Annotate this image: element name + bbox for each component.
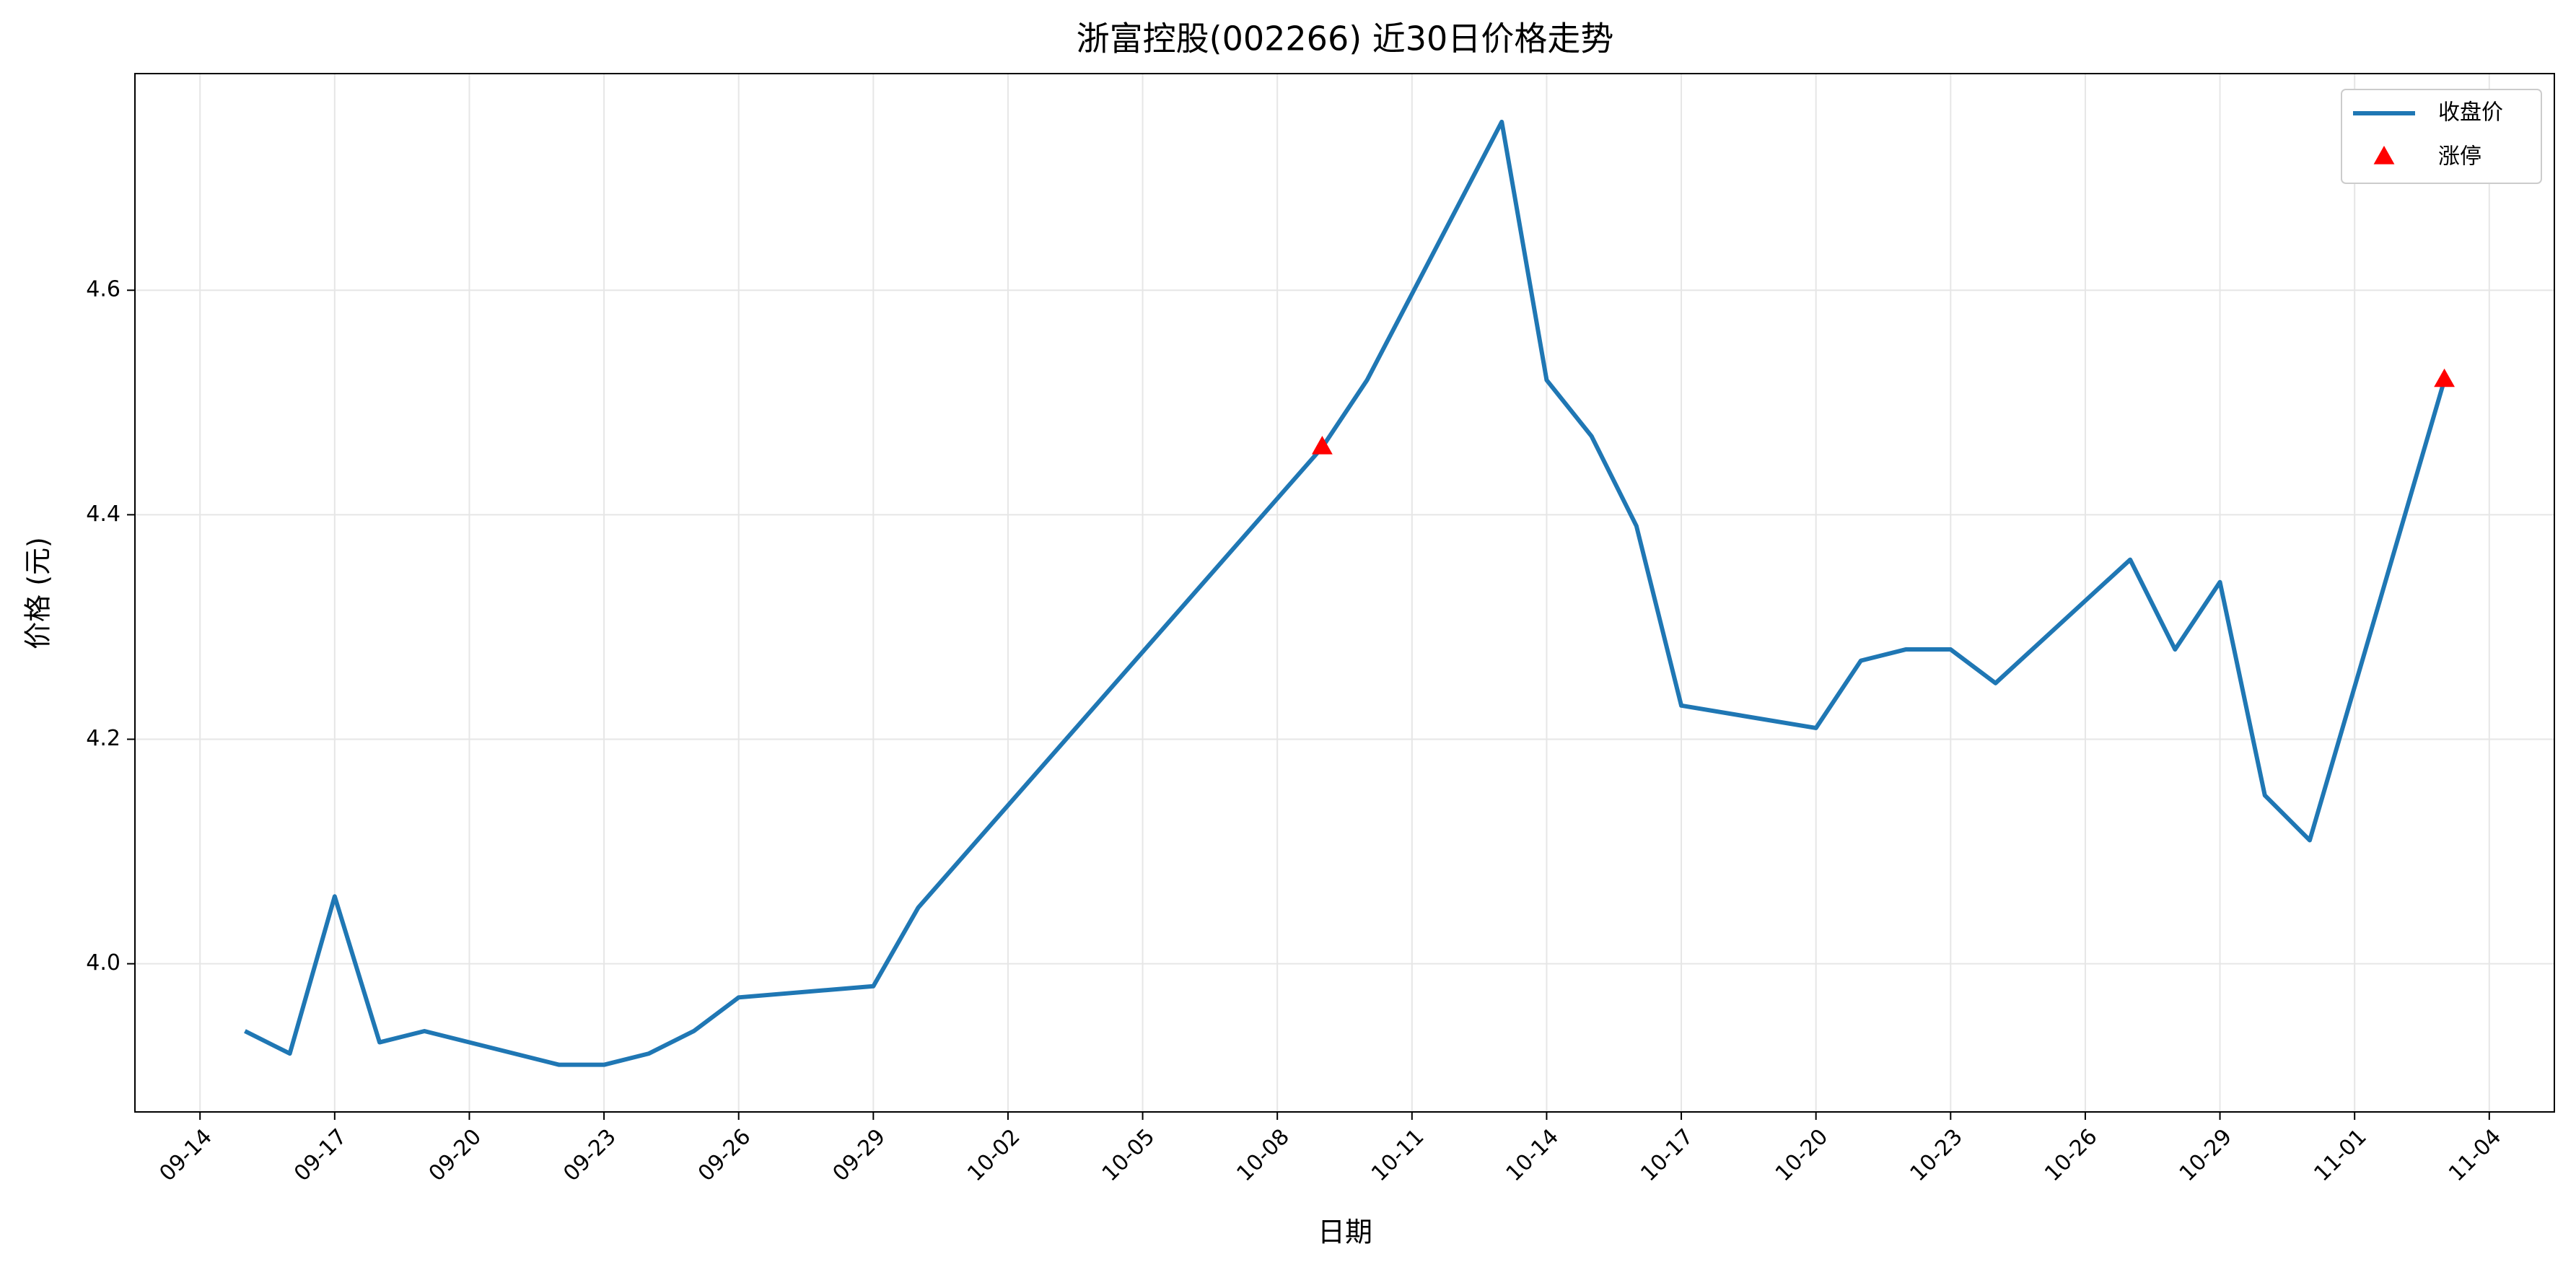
chart-title: 浙富控股(002266) 近30日价格走势 <box>1077 19 1614 58</box>
plot-frame <box>134 73 2555 1113</box>
legend-label: 涨停 <box>2438 144 2481 170</box>
legend-label: 收盘价 <box>2438 100 2503 126</box>
y-tick-label: 4.0 <box>86 950 121 976</box>
limit-up-marker <box>1311 436 1333 455</box>
x-axis-label: 日期 <box>1318 1217 1372 1248</box>
y-tick-label: 4.6 <box>86 277 121 302</box>
y-tick-label: 4.2 <box>86 726 121 751</box>
y-axis-label: 价格 (元) <box>22 537 54 649</box>
legend-swatch <box>2373 146 2395 165</box>
limit-up-marker <box>2434 368 2455 387</box>
y-tick-label: 4.4 <box>86 501 121 527</box>
price-line <box>244 119 2447 1067</box>
